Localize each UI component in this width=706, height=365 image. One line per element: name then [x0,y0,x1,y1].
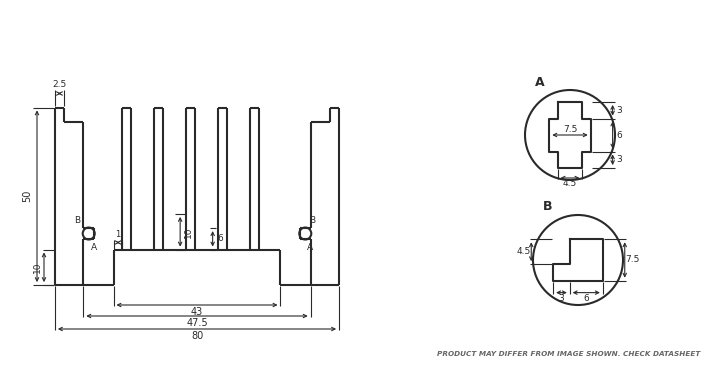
Text: 47.5: 47.5 [186,318,208,328]
Text: B: B [309,215,316,224]
Text: 6: 6 [617,131,623,139]
Text: 10: 10 [184,226,193,238]
Text: A: A [91,242,97,251]
Text: 3: 3 [558,294,564,303]
Text: 4.5: 4.5 [516,247,530,256]
Text: 2.5: 2.5 [52,80,66,89]
Text: PRODUCT MAY DIFFER FROM IMAGE SHOWN. CHECK DATASHEET: PRODUCT MAY DIFFER FROM IMAGE SHOWN. CHE… [436,351,700,357]
Text: 7.5: 7.5 [563,126,578,134]
Text: 10: 10 [32,261,42,273]
Text: A: A [307,242,313,251]
Text: 3: 3 [617,106,623,115]
Text: 80: 80 [191,331,203,341]
Text: 50: 50 [22,190,32,203]
Text: 3: 3 [617,155,623,164]
Text: 43: 43 [191,307,203,317]
Text: B: B [75,215,80,224]
Text: 7.5: 7.5 [626,255,640,265]
Text: 1: 1 [115,230,121,239]
Text: 6: 6 [217,234,224,243]
Text: B: B [543,200,553,214]
Text: 4.5: 4.5 [563,180,577,188]
Text: 6: 6 [583,294,589,303]
Text: A: A [535,76,545,88]
